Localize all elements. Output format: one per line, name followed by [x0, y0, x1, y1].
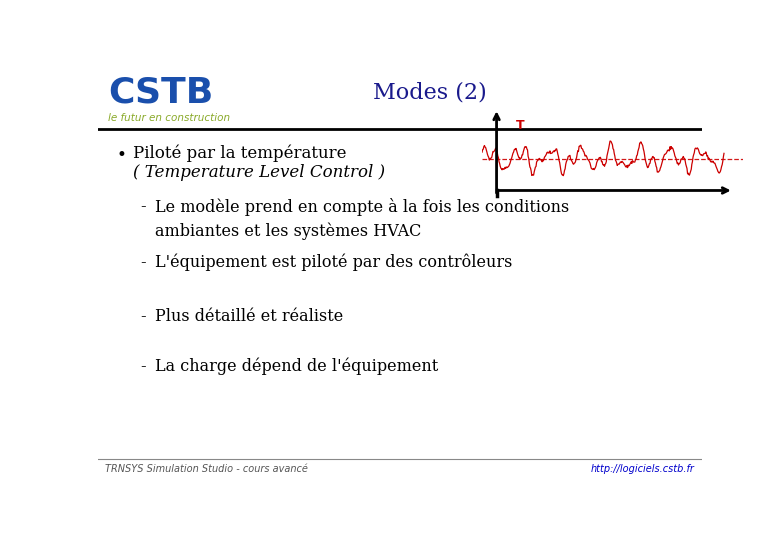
- Text: •: •: [117, 146, 126, 164]
- Text: Modes (2): Modes (2): [373, 82, 487, 104]
- Text: CSTB: CSTB: [108, 75, 214, 109]
- Text: ( Temperature Level Control ): ( Temperature Level Control ): [133, 164, 385, 181]
- Text: http://logiciels.cstb.fr: http://logiciels.cstb.fr: [591, 464, 695, 474]
- Text: T: T: [516, 119, 524, 132]
- Text: La charge dépend de l'équipement: La charge dépend de l'équipement: [155, 358, 438, 375]
- Text: -: -: [140, 254, 145, 271]
- Text: -: -: [140, 308, 145, 325]
- Text: -: -: [140, 198, 145, 215]
- Text: Plus détaillé et réaliste: Plus détaillé et réaliste: [155, 308, 343, 325]
- Text: Le modèle prend en compte à la fois les conditions
ambiantes et les systèmes HVA: Le modèle prend en compte à la fois les …: [155, 198, 569, 240]
- Text: -: -: [140, 358, 145, 375]
- Text: L'équipement est piloté par des contrôleurs: L'équipement est piloté par des contrôle…: [155, 254, 512, 272]
- Text: le futur en construction: le futur en construction: [108, 113, 231, 123]
- Text: Piloté par la température: Piloté par la température: [133, 145, 346, 162]
- Text: TRNSYS Simulation Studio - cours avancé: TRNSYS Simulation Studio - cours avancé: [105, 464, 307, 474]
